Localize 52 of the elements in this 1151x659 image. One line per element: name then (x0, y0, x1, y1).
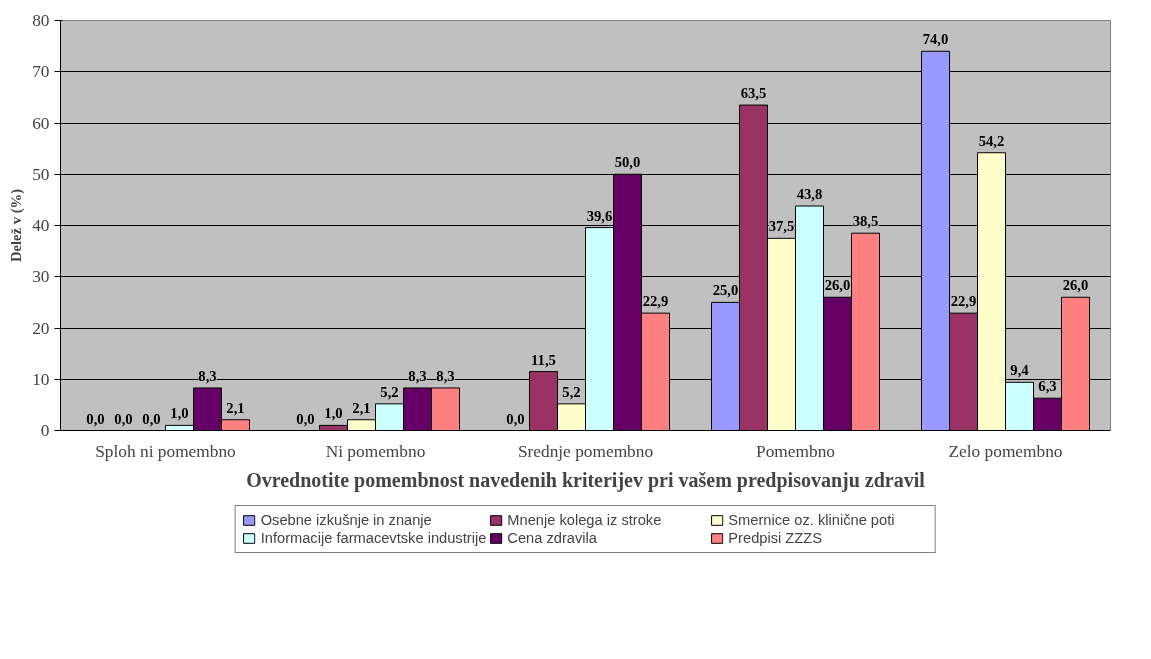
data-label: 0,0 (142, 410, 161, 427)
legend-label: Predpisi ZZZS (728, 530, 823, 546)
data-label: 22,9 (950, 293, 977, 310)
x-axis-title: Ovrednotite pomembnost navedenih kriterijev pri vašem predpisovanju zdravil (246, 468, 926, 492)
x-tick-label: Zelo pomembno (948, 441, 1063, 461)
y-tick-label: 20 (32, 318, 50, 338)
y-tick-label: 80 (32, 11, 50, 30)
data-label: 2,1 (226, 399, 245, 416)
legend-label: Mnenje kolega iz stroke (507, 512, 663, 528)
data-label: 0,0 (296, 410, 315, 427)
data-label: 5,2 (562, 383, 581, 400)
y-axis-title: Delež v (%) (8, 188, 26, 263)
data-label: 39,6 (586, 207, 613, 224)
data-label: 6,3 (1038, 378, 1057, 395)
data-label: 0,0 (506, 410, 525, 427)
data-label: 1,0 (170, 405, 189, 422)
y-tick-label: 50 (32, 164, 50, 184)
data-label: 8,3 (436, 367, 455, 384)
data-label: 8,3 (408, 367, 427, 384)
data-label: 25,0 (712, 282, 739, 299)
data-label: 37,5 (768, 218, 795, 235)
x-tick-label: Srednje pomembno (517, 441, 654, 461)
data-label: 2,1 (352, 399, 371, 416)
data-label: 5,2 (380, 383, 399, 400)
data-label: 26,0 (1062, 277, 1089, 294)
y-tick-label: 0 (40, 421, 50, 440)
legend-label: Cena zdravila (507, 530, 598, 546)
x-tick-label: Pomembno (756, 441, 835, 461)
data-label: 8,3 (198, 367, 217, 384)
data-label: 22,9 (642, 293, 669, 310)
y-tick-label: 70 (32, 62, 50, 82)
data-label: 11,5 (531, 351, 556, 368)
legend-label: Osebne izkušnje in znanje (260, 512, 433, 528)
data-label: 9,4 (1010, 362, 1030, 379)
x-tick-label: Sploh ni pomembno (95, 441, 236, 461)
y-tick-label: 30 (32, 267, 50, 287)
data-label: 74,0 (922, 31, 949, 48)
legend-label: Smernice oz. klinične poti (728, 512, 896, 528)
data-label: 38,5 (852, 213, 879, 230)
data-label: 26,0 (824, 277, 851, 294)
y-tick-label: 10 (32, 369, 50, 389)
y-tick-label: 60 (32, 113, 50, 133)
data-label: 54,2 (978, 132, 1005, 149)
data-label: 0,0 (86, 410, 105, 427)
y-tick-label: 40 (32, 216, 50, 235)
data-label: 63,5 (740, 85, 767, 102)
data-label: 43,8 (796, 186, 823, 203)
data-label: 50,0 (614, 154, 641, 171)
x-tick-label: Ni pomembno (325, 441, 426, 461)
data-label: 0,0 (114, 410, 133, 427)
data-label: 1,0 (324, 405, 343, 422)
legend-label: Informacije farmacevtske industrije (260, 530, 487, 546)
